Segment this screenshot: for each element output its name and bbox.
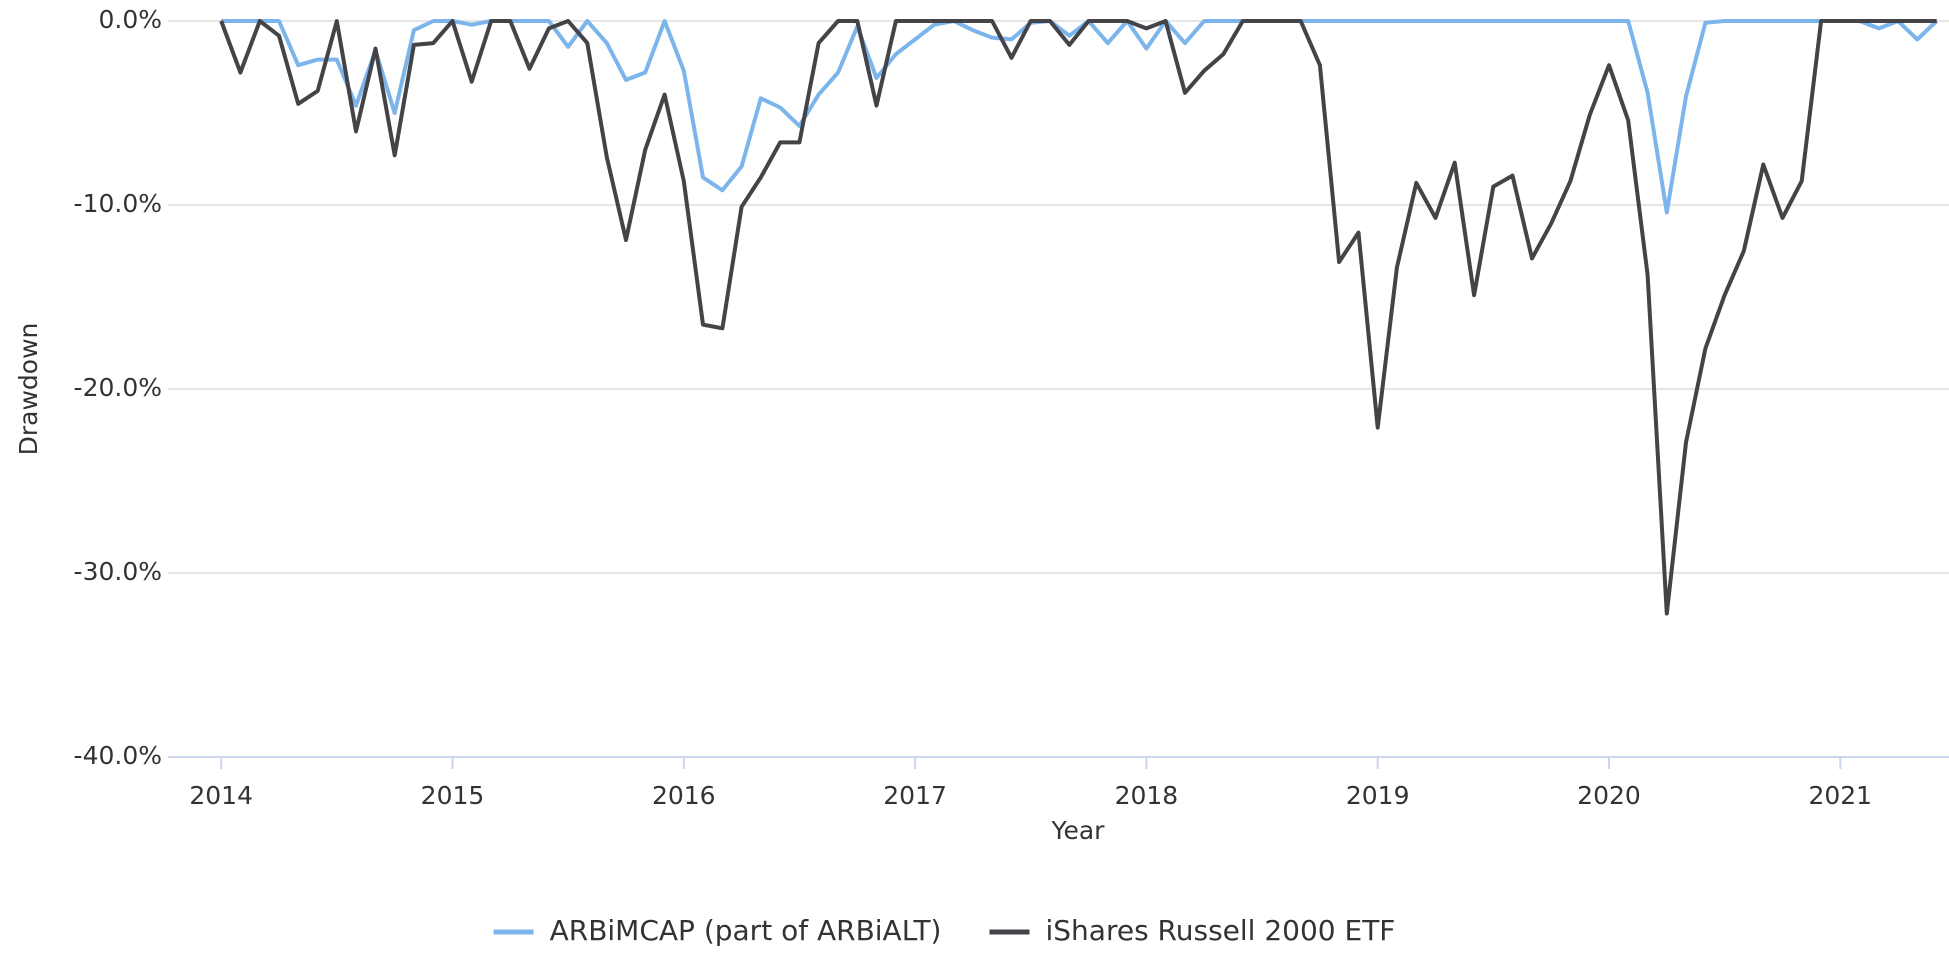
legend-label: iShares Russell 2000 ETF bbox=[1045, 914, 1395, 947]
y-tick-label: -10.0% bbox=[74, 189, 162, 218]
x-tick-label: 2017 bbox=[883, 781, 947, 810]
x-tick-label: 2018 bbox=[1115, 781, 1179, 810]
x-tick-label: 2015 bbox=[421, 781, 485, 810]
x-tick-label: 2019 bbox=[1346, 781, 1410, 810]
y-tick-label: -40.0% bbox=[74, 741, 162, 770]
series-line bbox=[221, 19, 1939, 215]
x-tick-label: 2020 bbox=[1577, 781, 1641, 810]
x-tick-label: 2021 bbox=[1808, 781, 1872, 810]
x-tick-label: 2016 bbox=[652, 781, 716, 810]
series-line bbox=[219, 19, 1937, 616]
y-tick-label: 0.0% bbox=[98, 5, 162, 34]
legend-label: ARBiMCAP (part of ARBiALT) bbox=[550, 914, 942, 947]
x-axis-title: Year bbox=[1051, 816, 1106, 845]
y-tick-label: -20.0% bbox=[74, 373, 162, 402]
y-axis-title: Drawdown bbox=[14, 323, 43, 456]
x-tick-label: 2014 bbox=[189, 781, 253, 810]
y-tick-label: -30.0% bbox=[74, 557, 162, 586]
